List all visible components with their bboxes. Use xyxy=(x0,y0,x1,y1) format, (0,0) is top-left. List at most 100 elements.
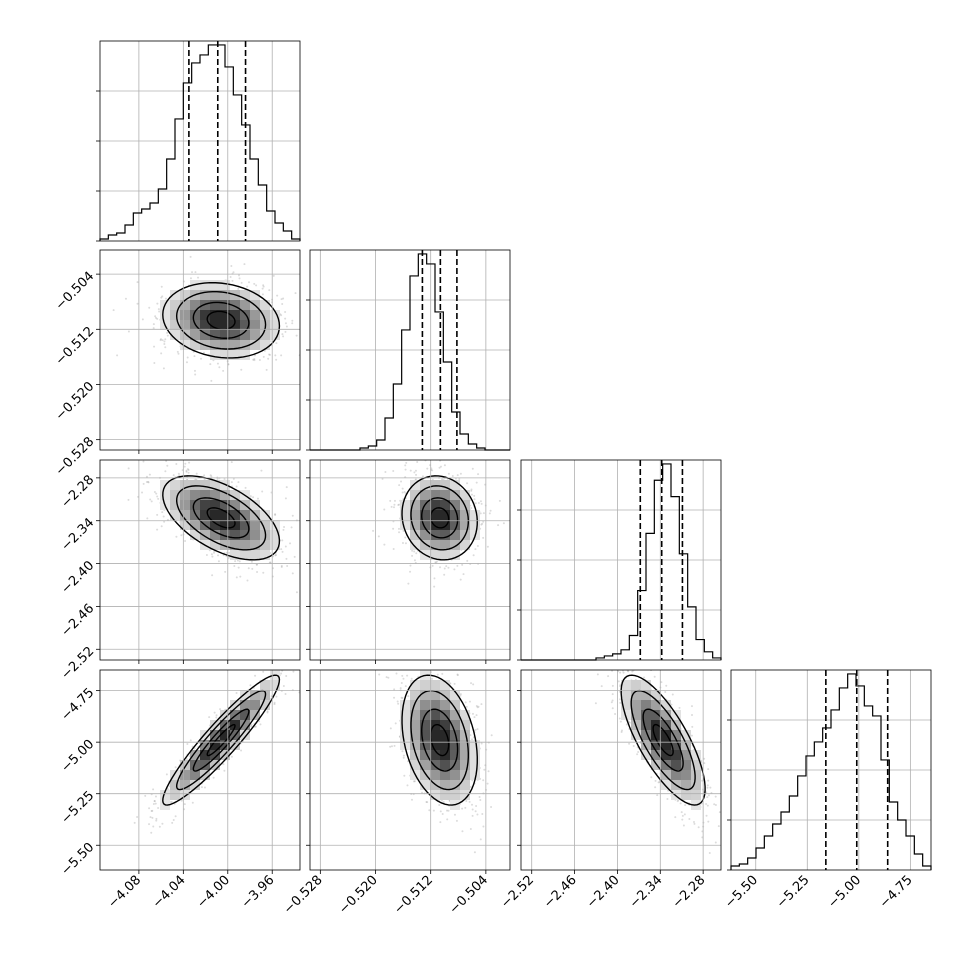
density-cell xyxy=(240,700,250,710)
scatter-point xyxy=(461,807,464,810)
scatter-point xyxy=(146,517,149,520)
scatter-point xyxy=(439,465,442,468)
scatter-point xyxy=(145,480,148,483)
scatter-point xyxy=(389,499,392,502)
scatter-point xyxy=(136,302,139,305)
scatter-point xyxy=(217,554,220,557)
density-cell xyxy=(400,510,410,520)
scatter-point xyxy=(401,750,404,753)
density-cell xyxy=(270,310,280,320)
scatter-point xyxy=(414,469,417,472)
density-cell xyxy=(220,510,230,520)
scatter-point xyxy=(282,335,285,338)
scatter-point xyxy=(160,525,163,528)
scatter-point xyxy=(479,500,482,503)
density-cell xyxy=(450,700,460,710)
scatter-point xyxy=(431,469,434,472)
scatter-point xyxy=(275,358,278,361)
density-cell xyxy=(210,280,220,290)
scatter-point xyxy=(441,672,444,675)
scatter-point xyxy=(399,687,402,690)
scatter-point xyxy=(482,825,485,828)
histogram-steps xyxy=(99,44,301,241)
scatter-point xyxy=(402,529,405,532)
scatter-point xyxy=(185,361,188,364)
density-cell xyxy=(400,500,410,510)
scatter-point xyxy=(261,287,264,290)
scatter-point xyxy=(185,469,188,472)
scatter-point xyxy=(407,695,410,698)
density-contour-0 xyxy=(162,674,281,806)
density-cell xyxy=(180,490,190,500)
scatter-point xyxy=(191,271,194,274)
density-cell xyxy=(450,690,460,700)
density-cell xyxy=(460,540,470,550)
scatter-point xyxy=(453,682,456,685)
scatter-point xyxy=(225,551,228,554)
scatter-point xyxy=(456,474,459,477)
scatter-point xyxy=(153,345,156,348)
scatter-point xyxy=(393,688,396,691)
scatter-point xyxy=(465,799,468,802)
density-cell xyxy=(190,750,200,760)
density-cell xyxy=(200,280,210,290)
density-cell xyxy=(220,500,230,510)
density-cell xyxy=(200,510,210,520)
scatter-point xyxy=(235,485,238,488)
scatter-point xyxy=(203,474,206,477)
density-contour-2 xyxy=(192,708,250,772)
scatter-point xyxy=(255,284,258,287)
density-cell xyxy=(230,300,240,310)
scatter-point xyxy=(166,464,169,467)
scatter-point xyxy=(288,664,290,666)
scatter-point xyxy=(447,809,450,812)
scatter-point xyxy=(157,497,160,500)
density-cell xyxy=(180,780,190,790)
histogram-panel-3 xyxy=(727,669,932,871)
density-cell xyxy=(220,730,230,740)
density-cell xyxy=(410,500,420,510)
density-cell xyxy=(420,780,430,790)
scatter-point xyxy=(446,818,449,821)
scatter-point xyxy=(383,508,386,511)
density-cell xyxy=(200,530,210,540)
scatter-point xyxy=(470,738,473,741)
scatter-point xyxy=(254,674,257,677)
scatter-point xyxy=(159,338,162,341)
scatter-point xyxy=(296,665,298,667)
scatter-point xyxy=(155,817,158,820)
scatter-point xyxy=(153,362,156,365)
panel-content xyxy=(100,460,300,660)
scatter-point xyxy=(165,460,168,463)
scatter-point xyxy=(378,673,381,676)
scatter-point xyxy=(141,318,144,321)
scatter-point xyxy=(464,806,467,809)
scatter-point xyxy=(413,471,416,474)
scatter-point xyxy=(161,822,164,825)
scatter-point xyxy=(473,716,476,719)
scatter-point xyxy=(254,725,257,728)
density-cell xyxy=(420,740,430,750)
scatter-point xyxy=(453,568,456,571)
density-contour-0 xyxy=(401,674,478,806)
scatter-point xyxy=(174,766,177,769)
scatter-point xyxy=(443,464,446,467)
scatter-point xyxy=(163,340,166,343)
scatter-point xyxy=(215,716,218,719)
scatter-point xyxy=(302,330,304,332)
scatter-point xyxy=(486,782,489,785)
density-cell xyxy=(270,320,280,330)
scatter-point xyxy=(233,564,236,567)
scatter-point xyxy=(454,666,456,668)
scatter-point xyxy=(246,579,249,582)
density-cell xyxy=(200,480,210,490)
scatter-point xyxy=(286,565,289,568)
scatter-point xyxy=(377,535,380,538)
scatter-point xyxy=(502,522,505,525)
scatter-point xyxy=(480,703,483,706)
scatter-point xyxy=(445,565,448,568)
scatter-point xyxy=(402,754,405,757)
scatter-point xyxy=(282,297,285,300)
density-cell xyxy=(450,780,460,790)
scatter-point xyxy=(490,734,493,737)
